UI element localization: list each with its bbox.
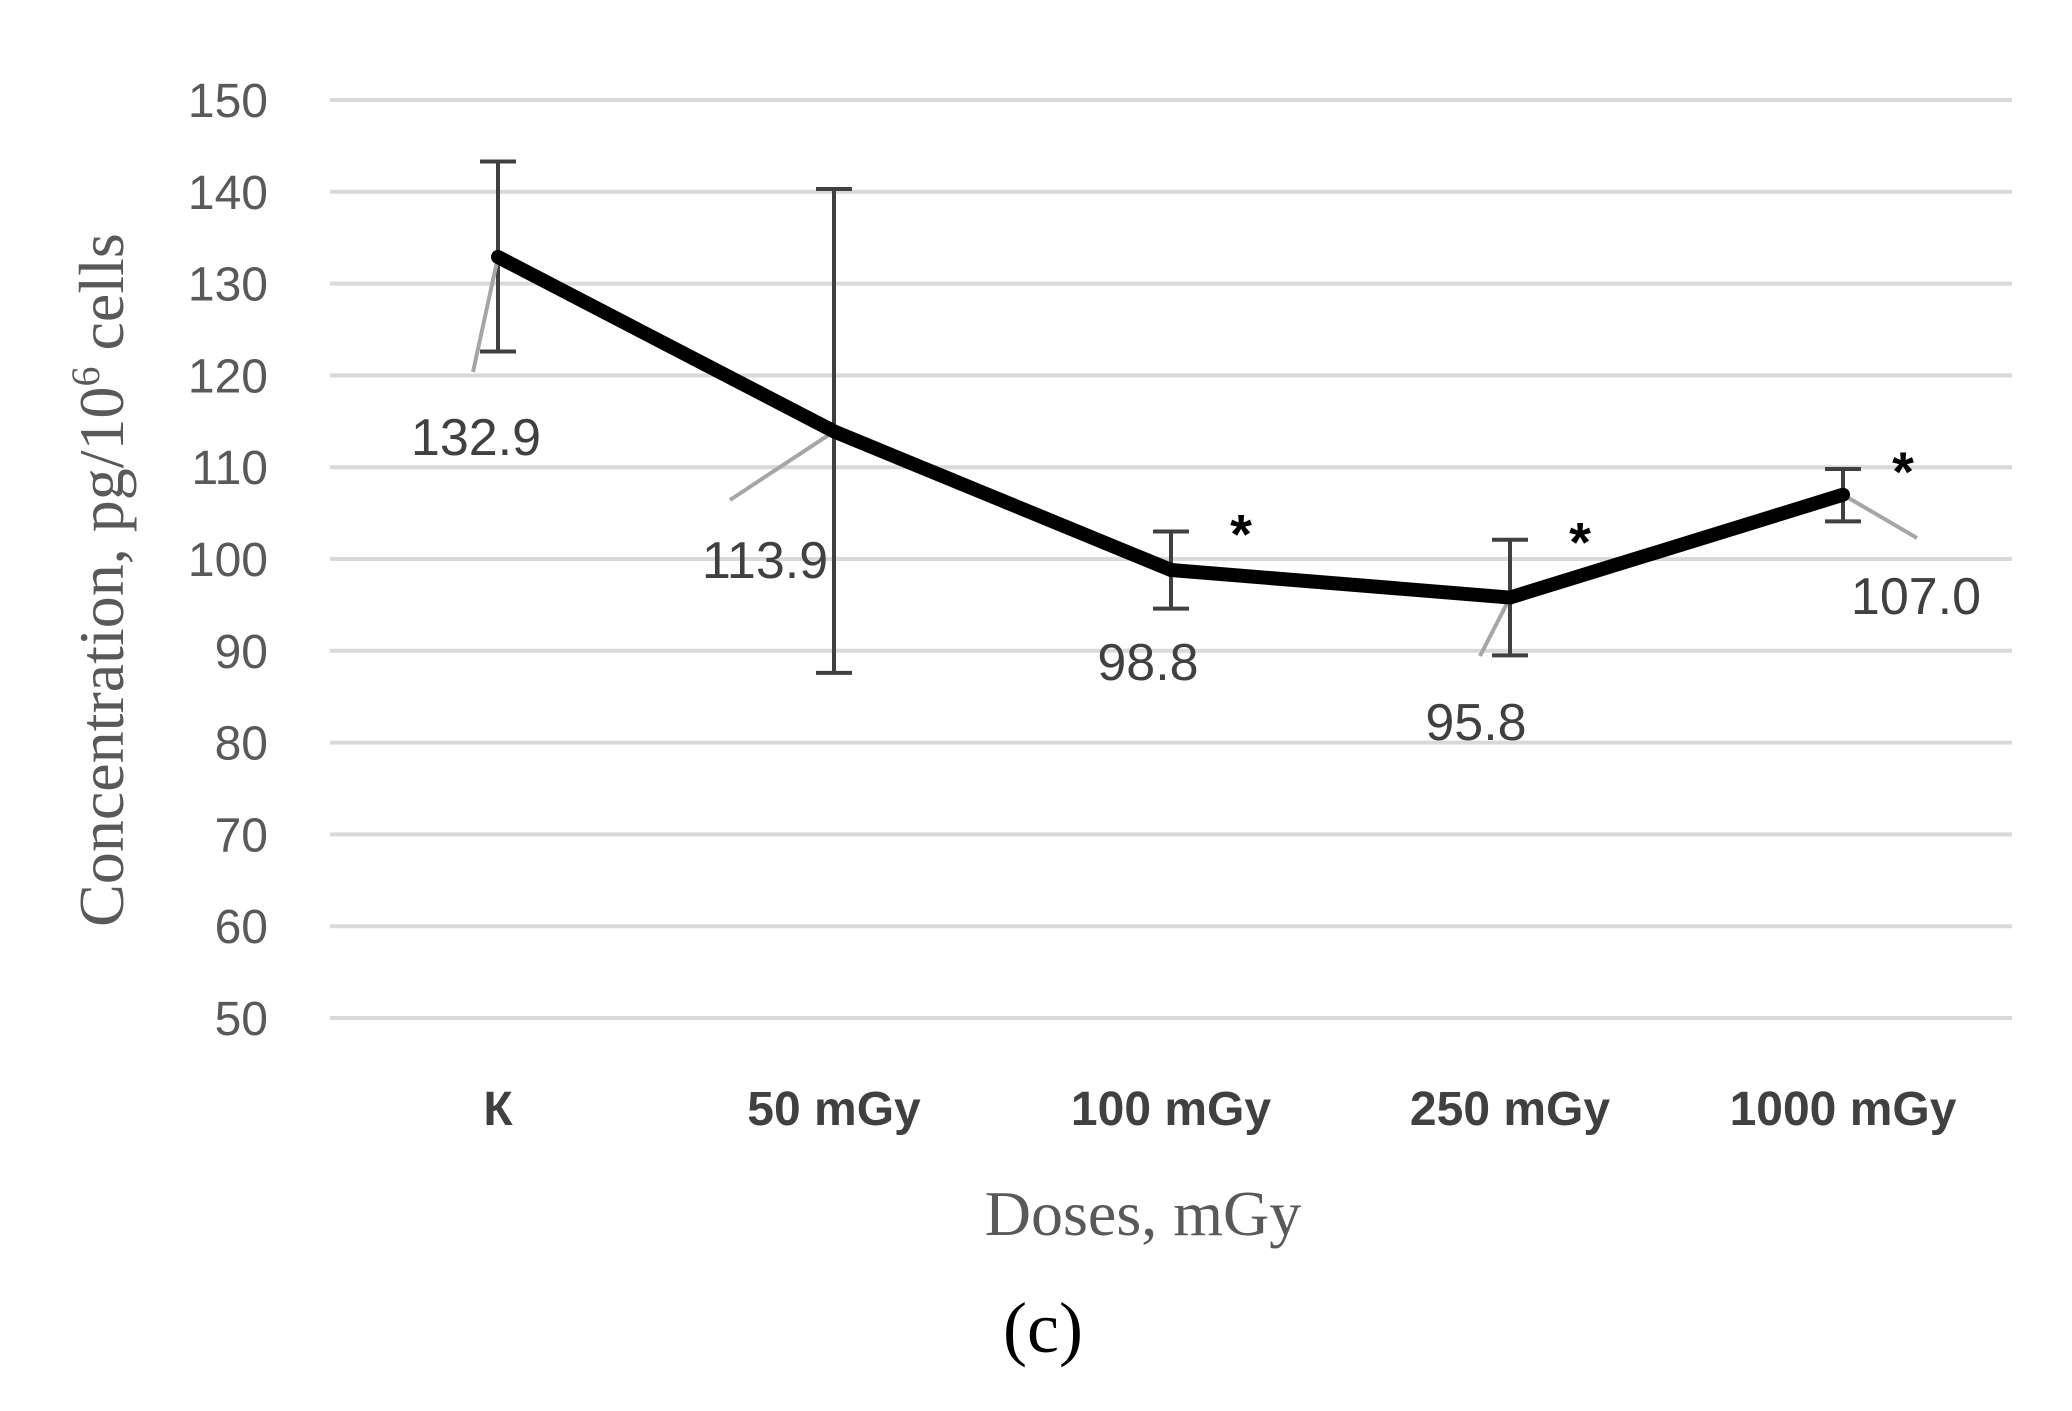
- y-tick-label: 150: [188, 75, 268, 128]
- x-axis-title: Doses, mGy: [985, 1178, 1301, 1249]
- y-tick-label: 110: [191, 442, 268, 495]
- label-leader-line: [471, 256, 500, 373]
- x-category-label: 1000 mGy: [1730, 1083, 1957, 1136]
- label-leader-lines: [471, 256, 1919, 657]
- label-leader-line: [1478, 596, 1512, 657]
- y-tick-label: 60: [215, 901, 268, 954]
- data-labels: 132.9 113.9 98.8 95.8 107.0: [411, 409, 1981, 752]
- data-label: 98.8: [1097, 634, 1198, 692]
- x-category-label: 250 mGy: [1410, 1083, 1610, 1136]
- y-tick-label: 140: [188, 167, 268, 220]
- y-tick-label: 130: [188, 259, 268, 312]
- series-line-group: [491, 249, 1850, 605]
- data-label: 132.9: [411, 409, 541, 467]
- significance-markers: * * *: [1230, 440, 1914, 574]
- label-leader-line: [728, 429, 836, 502]
- data-point: [1837, 488, 1849, 501]
- significance-star: *: [1230, 502, 1252, 565]
- y-tick-label: 80: [215, 718, 268, 771]
- y-tick-label: 90: [215, 626, 268, 679]
- significance-star: *: [1569, 511, 1591, 574]
- data-point: [828, 425, 840, 438]
- data-point: [1165, 564, 1177, 577]
- significance-star: *: [1892, 440, 1914, 503]
- y-axis-ticks: 50 60 70 80 90 100 110 120 130 140 150: [188, 75, 268, 1046]
- data-label: 113.9: [702, 532, 828, 590]
- y-tick-label: 120: [188, 350, 268, 403]
- x-axis-category-labels: К 50 mGy 100 mGy 250 mGy 1000 mGy: [483, 1083, 1956, 1136]
- x-category-label: 100 mGy: [1071, 1083, 1271, 1136]
- label-leader-line: [1841, 493, 1919, 540]
- data-label: 107.0: [1851, 568, 1981, 626]
- data-label: 95.8: [1425, 694, 1526, 752]
- y-axis-title: Concentration, pg/106 cells: [63, 233, 137, 927]
- y-tick-label: 100: [188, 534, 268, 587]
- data-point: [492, 250, 504, 263]
- x-category-label: 50 mGy: [747, 1083, 921, 1136]
- x-category-label: К: [483, 1083, 513, 1136]
- data-point: [1504, 591, 1516, 604]
- y-tick-label: 70: [215, 809, 268, 862]
- panel-label: (c): [1003, 1288, 1083, 1368]
- error-bars: [480, 159, 1861, 675]
- y-tick-label: 50: [215, 993, 268, 1046]
